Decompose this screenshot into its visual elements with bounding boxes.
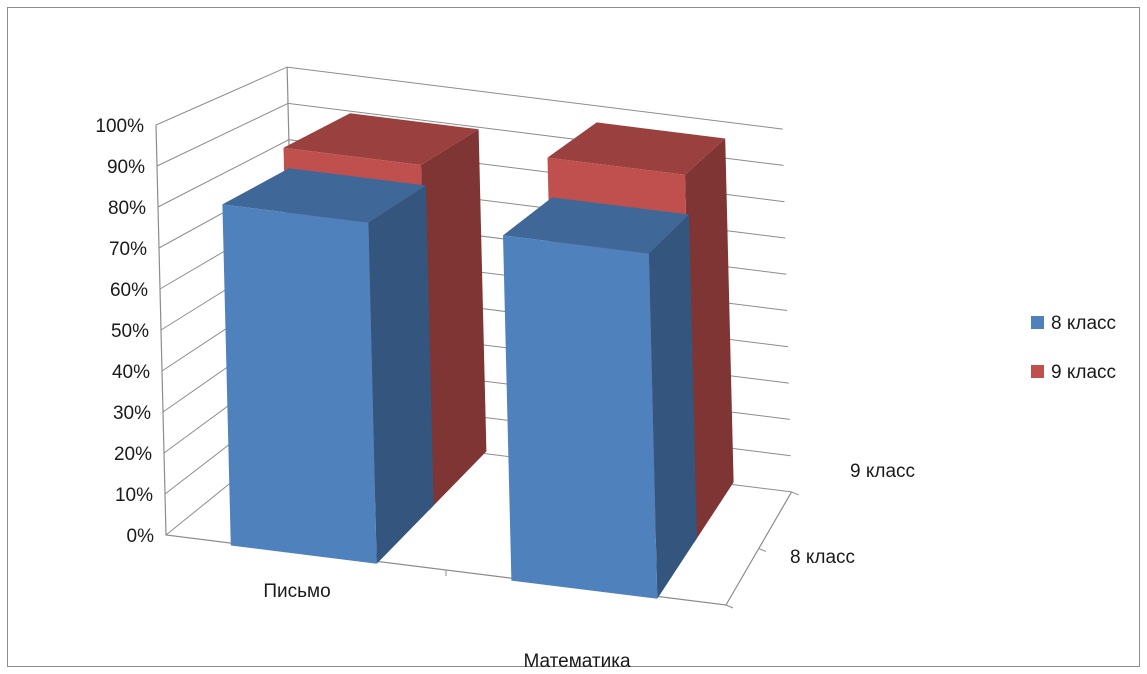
bar-side-face [648, 214, 697, 599]
bars [222, 113, 734, 599]
legend-swatch-9-klass [1031, 365, 1044, 378]
category-labels: Письмо Математика 9 класс 8 класс [263, 461, 915, 672]
bar-side-face [368, 185, 434, 564]
depth-tick-mark [758, 548, 766, 552]
y-tick-label: 60% [110, 280, 148, 301]
y-tick-label: 20% [114, 444, 152, 465]
bar-top-face [283, 113, 479, 165]
legend: 8 класс 9 класс [1031, 313, 1116, 383]
legend-swatch-8-klass [1031, 316, 1044, 329]
gridline [155, 66, 783, 130]
y-tick-label: 10% [115, 485, 153, 506]
y-tick-label: 40% [112, 362, 150, 383]
x-tick-label-pismo: Письмо [263, 581, 330, 602]
depth-tick-label-9-klass: 9 класс [850, 461, 915, 482]
bar-top-face [503, 197, 689, 254]
bar-8-класс-1 [503, 197, 697, 599]
depth-tick-mark [791, 491, 799, 496]
depth-tick-label-8-klass: 8 класс [790, 547, 855, 568]
y-tick-label: 70% [109, 239, 147, 260]
y-axis-ticks: 0% 10% 20% 30% 40% 50% 60% 70% 80% 90% 100% [95, 116, 154, 547]
bar-front-face [222, 204, 377, 564]
bar-side-face [685, 138, 734, 543]
depth-tick-mark [725, 604, 734, 609]
y-tick-label: 50% [111, 321, 149, 342]
bar-side-face [421, 129, 487, 510]
bar-front-face [503, 235, 658, 599]
y-tick-label: 0% [127, 526, 155, 547]
y-tick-label: 100% [95, 116, 144, 137]
y-tick-label: 30% [113, 403, 151, 424]
legend-label-8-klass: 8 класс [1051, 313, 1116, 334]
y-tick-label: 90% [107, 157, 145, 178]
bar-top-face [222, 168, 426, 223]
y-tick-label: 80% [108, 198, 146, 219]
legend-label-9-klass: 9 класс [1051, 362, 1116, 383]
bar-8-класс-0 [222, 168, 434, 564]
x-tick-label-matematika: Математика [523, 651, 631, 672]
bar-top-face [547, 122, 726, 175]
